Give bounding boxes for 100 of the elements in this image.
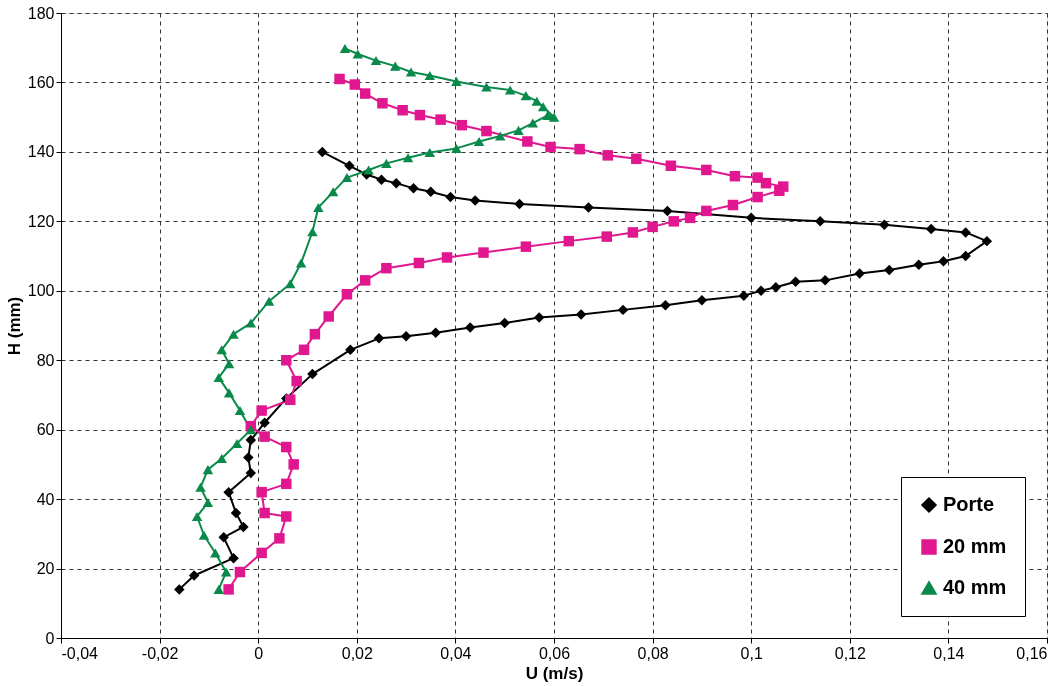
point [425, 186, 436, 198]
point [202, 465, 214, 475]
point [884, 264, 895, 276]
point [574, 143, 585, 155]
point [469, 195, 481, 206]
point [405, 67, 417, 77]
y-tick-label: 120 [27, 212, 55, 230]
point [481, 125, 492, 137]
point [819, 275, 831, 286]
point [814, 216, 826, 227]
point [274, 533, 285, 544]
legend-label: 20 mm [943, 535, 1007, 557]
y-tick-label: 180 [27, 4, 55, 22]
point [960, 250, 971, 262]
point [370, 56, 382, 66]
point [390, 61, 401, 71]
point [527, 118, 539, 128]
point [563, 235, 575, 247]
point [464, 322, 476, 333]
point [377, 98, 388, 109]
point [259, 431, 270, 442]
point [339, 43, 351, 53]
point [701, 164, 712, 176]
x-tick-label: 0,1 [740, 644, 763, 662]
point [879, 219, 890, 231]
y-tick-label: 60 [36, 421, 55, 439]
point [451, 76, 462, 86]
point [790, 276, 801, 287]
point [575, 309, 587, 320]
point [263, 296, 275, 306]
point [696, 294, 708, 306]
point [397, 104, 408, 116]
point [617, 304, 629, 316]
point [281, 354, 292, 366]
point [424, 70, 436, 81]
point [256, 486, 267, 498]
point [473, 136, 485, 147]
point [499, 317, 510, 329]
point [520, 91, 532, 101]
point [349, 79, 361, 90]
point [238, 521, 249, 533]
point [291, 375, 302, 387]
point [745, 212, 757, 224]
point [400, 331, 412, 342]
point [359, 88, 371, 99]
x-tick-label: -0,02 [141, 644, 179, 662]
point [631, 153, 642, 165]
x-tick-label: 0,14 [933, 644, 965, 662]
y-tick-label: 20 [36, 560, 55, 578]
point [684, 212, 696, 224]
point [854, 268, 865, 279]
point [504, 85, 516, 95]
point [359, 275, 371, 286]
point [245, 434, 257, 446]
point [245, 467, 257, 479]
point [445, 191, 456, 203]
point [223, 486, 234, 498]
point [231, 439, 243, 449]
y-axis-title: H (mm) [4, 296, 24, 356]
point [376, 174, 387, 185]
point [243, 452, 254, 463]
point [960, 227, 971, 238]
point [402, 153, 414, 163]
point [245, 425, 257, 435]
point [313, 202, 324, 212]
point [660, 300, 671, 311]
point [174, 584, 185, 595]
point [288, 459, 299, 470]
point [701, 205, 712, 217]
point [727, 199, 739, 211]
x-tick-label: 0,02 [341, 644, 373, 662]
point [295, 258, 307, 268]
point [245, 318, 257, 328]
point [441, 252, 453, 263]
point [938, 256, 949, 267]
point [216, 453, 227, 464]
point [537, 102, 549, 112]
point [307, 227, 318, 237]
point [601, 231, 612, 242]
point [522, 136, 533, 147]
point [344, 160, 355, 172]
point [228, 329, 239, 339]
point [481, 82, 492, 92]
x-tick-label: 0,06 [538, 644, 571, 662]
point [981, 235, 993, 247]
point [533, 312, 545, 323]
point [223, 584, 234, 595]
point [408, 183, 419, 194]
point [662, 205, 673, 217]
point [391, 177, 402, 189]
y-tick-label: 80 [36, 351, 55, 369]
point [456, 119, 468, 131]
point [545, 141, 556, 153]
point [435, 114, 446, 125]
point [341, 173, 353, 183]
point [520, 241, 532, 252]
point [451, 143, 462, 153]
point [216, 345, 227, 355]
point [213, 584, 224, 594]
x-tick-label: -0,04 [61, 644, 99, 662]
